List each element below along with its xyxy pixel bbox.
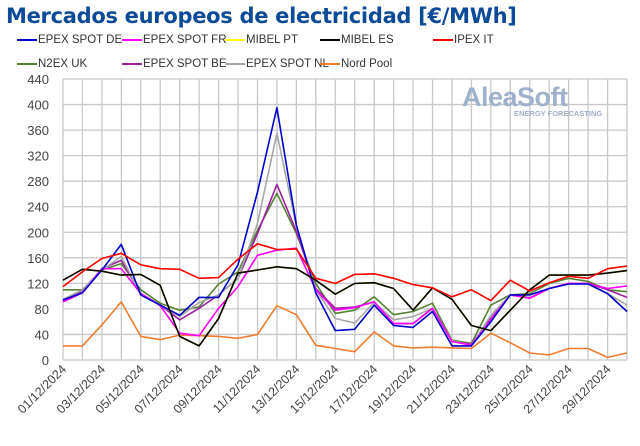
logo-brand: AleaSoft	[462, 82, 568, 112]
legend-swatch	[17, 39, 37, 41]
y-tick-label: 40	[35, 327, 49, 342]
legend-swatch	[320, 63, 340, 65]
legend-label: EPEX SPOT FR	[143, 34, 227, 46]
y-tick-label: 280	[27, 174, 49, 189]
legend-swatch	[225, 39, 245, 41]
legend-label: EPEX SPOT DE	[38, 34, 123, 46]
legend-swatch	[17, 63, 37, 65]
series-line-ipex-it	[62, 243, 628, 302]
legend-item: MIBEL PT	[225, 34, 298, 46]
logo-tagline: ENERGY FORECASTING	[514, 109, 603, 118]
legend-swatch	[122, 63, 142, 65]
legend-item: IPEX IT	[433, 34, 494, 46]
legend-swatch	[320, 39, 340, 41]
y-tick-label: 240	[27, 200, 49, 215]
aleasoft-logo: AleaSoft ENERGY FORECASTING	[462, 82, 602, 118]
legend-label: EPEX SPOT NL	[246, 58, 329, 70]
legend-item: EPEX SPOT DE	[17, 34, 122, 46]
legend-label: IPEX IT	[454, 34, 494, 46]
series-line-epex-spot-nl	[62, 132, 628, 347]
y-tick-label: 200	[27, 225, 49, 240]
legend-label: EPEX SPOT BE	[143, 58, 227, 70]
y-tick-label: 440	[27, 72, 49, 87]
legend-item: N2EX UK	[17, 58, 87, 70]
series-line-n2ex-uk	[63, 192, 628, 345]
legend-item: EPEX SPOT BE	[122, 58, 227, 70]
y-tick-label: 80	[35, 302, 49, 317]
chart-title: Mercados europeos de electricidad [€/MWh…	[6, 4, 517, 28]
y-tick-label: 360	[27, 123, 49, 138]
series-line-epex-spot-de	[62, 106, 628, 347]
y-tick-label: 400	[27, 98, 49, 113]
legend-item: EPEX SPOT NL	[225, 58, 329, 70]
legend-swatch	[225, 63, 245, 65]
legend-item: EPEX SPOT FR	[122, 34, 227, 46]
y-tick-label: 320	[27, 149, 49, 164]
legend-label: MIBEL PT	[246, 34, 298, 46]
legend-swatch	[122, 39, 142, 41]
series-line-nord-pool	[63, 301, 628, 359]
y-tick-label: 160	[27, 251, 49, 266]
legend-label: Nord Pool	[341, 58, 393, 70]
series-line-mibel-es	[62, 265, 628, 347]
legend-label: MIBEL ES	[341, 34, 394, 46]
legend-swatch	[433, 39, 453, 41]
legend-item: Nord Pool	[320, 58, 392, 70]
legend-item: MIBEL ES	[320, 34, 394, 46]
legend-label: N2EX UK	[38, 58, 88, 70]
y-tick-label: 120	[27, 276, 49, 291]
y-tick-label: 0	[42, 353, 49, 368]
